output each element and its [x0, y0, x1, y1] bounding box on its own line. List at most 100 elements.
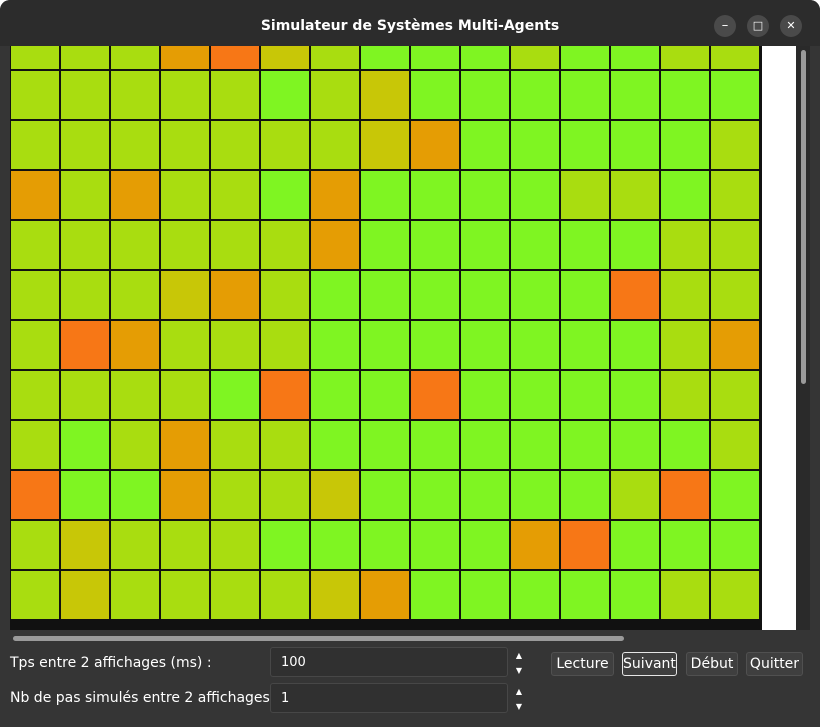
steps-spin-up-icon[interactable]: ▲ — [515, 687, 523, 696]
grid-cell — [411, 121, 459, 169]
grid-cell — [461, 271, 509, 319]
grid-cell — [11, 271, 59, 319]
grid-cell — [161, 521, 209, 569]
grid-cell — [561, 521, 609, 569]
grid-cell — [561, 121, 609, 169]
grid-cell — [711, 521, 759, 569]
maximize-icon[interactable]: □ — [747, 15, 769, 37]
grid-cell — [11, 371, 59, 419]
grid-cell — [411, 421, 459, 469]
grid-cell — [711, 121, 759, 169]
grid-cell — [211, 321, 259, 369]
grid-cell — [661, 271, 709, 319]
grid-cell — [261, 321, 309, 369]
grid-cell — [461, 371, 509, 419]
grid-cell — [361, 371, 409, 419]
grid-cell — [211, 571, 259, 619]
grid-cell — [111, 471, 159, 519]
delay-spin-down-icon[interactable]: ▼ — [515, 666, 523, 675]
grid-cell — [261, 371, 309, 419]
grid-cell — [111, 71, 159, 119]
grid-cell — [261, 171, 309, 219]
grid-cell — [211, 471, 259, 519]
close-icon[interactable]: ✕ — [780, 15, 802, 37]
grid-cell — [211, 521, 259, 569]
grid-cell — [461, 171, 509, 219]
grid-cell — [661, 471, 709, 519]
grid-cell — [361, 121, 409, 169]
grid-cell — [311, 571, 359, 619]
grid-cell — [11, 46, 59, 69]
grid-cell — [261, 71, 309, 119]
grid-cell — [411, 471, 459, 519]
grid-cell — [511, 171, 559, 219]
grid-cell — [311, 471, 359, 519]
grid-cell — [211, 421, 259, 469]
grid-cell — [11, 171, 59, 219]
simulation-canvas — [10, 46, 796, 630]
grid-cell — [661, 521, 709, 569]
vertical-scrollbar-thumb[interactable] — [801, 50, 806, 384]
next-button[interactable]: Suivant — [622, 652, 677, 676]
grid-cell — [461, 121, 509, 169]
horizontal-scrollbar-thumb[interactable] — [13, 636, 624, 641]
grid-cell — [261, 46, 309, 69]
grid-cell — [261, 471, 309, 519]
grid-cell — [611, 71, 659, 119]
delay-spin-up-icon[interactable]: ▲ — [515, 651, 523, 660]
grid-cell — [161, 71, 209, 119]
grid-cell — [661, 421, 709, 469]
grid-cell — [511, 521, 559, 569]
grid-cell — [611, 221, 659, 269]
grid-cell — [61, 321, 109, 369]
grid-cell — [111, 46, 159, 69]
grid-cell — [561, 271, 609, 319]
grid-cell — [261, 271, 309, 319]
grid-cell — [161, 321, 209, 369]
grid-cell — [461, 321, 509, 369]
grid-cell — [411, 71, 459, 119]
grid-cell — [611, 171, 659, 219]
grid-cell — [711, 71, 759, 119]
minimize-icon[interactable]: – — [714, 15, 736, 37]
grid-cell — [561, 571, 609, 619]
grid-cell — [711, 321, 759, 369]
grid-cell — [111, 421, 159, 469]
grid-cell — [711, 421, 759, 469]
grid-cell — [11, 121, 59, 169]
grid-cell — [61, 571, 109, 619]
grid-cell — [461, 71, 509, 119]
grid-cell — [311, 171, 359, 219]
grid-cell — [511, 71, 559, 119]
grid-cell — [11, 221, 59, 269]
quit-button[interactable]: Quitter — [746, 652, 803, 676]
grid-cell — [611, 571, 659, 619]
steps-input[interactable]: 1 — [270, 683, 508, 713]
grid-cell — [611, 46, 659, 69]
grid-cell — [161, 121, 209, 169]
grid-cell — [711, 221, 759, 269]
grid-cell — [411, 571, 459, 619]
grid-cell — [361, 71, 409, 119]
grid-cell — [111, 171, 159, 219]
grid-cell — [61, 271, 109, 319]
grid-cell — [161, 46, 209, 69]
grid-cell — [411, 321, 459, 369]
title-bar[interactable]: Simulateur de Systèmes Multi-Agents – □ … — [0, 0, 820, 46]
agent-grid — [10, 46, 762, 630]
grid-cell — [511, 46, 559, 69]
grid-cell — [361, 321, 409, 369]
grid-cell — [211, 171, 259, 219]
grid-cell — [211, 121, 259, 169]
grid-cell — [511, 471, 559, 519]
grid-cell — [311, 421, 359, 469]
grid-cell — [661, 371, 709, 419]
delay-input[interactable]: 100 — [270, 647, 508, 677]
start-button[interactable]: Début — [686, 652, 738, 676]
play-button[interactable]: Lecture — [551, 652, 614, 676]
grid-cell — [11, 571, 59, 619]
grid-cell — [261, 121, 309, 169]
steps-spin-down-icon[interactable]: ▼ — [515, 702, 523, 711]
grid-cell — [261, 221, 309, 269]
